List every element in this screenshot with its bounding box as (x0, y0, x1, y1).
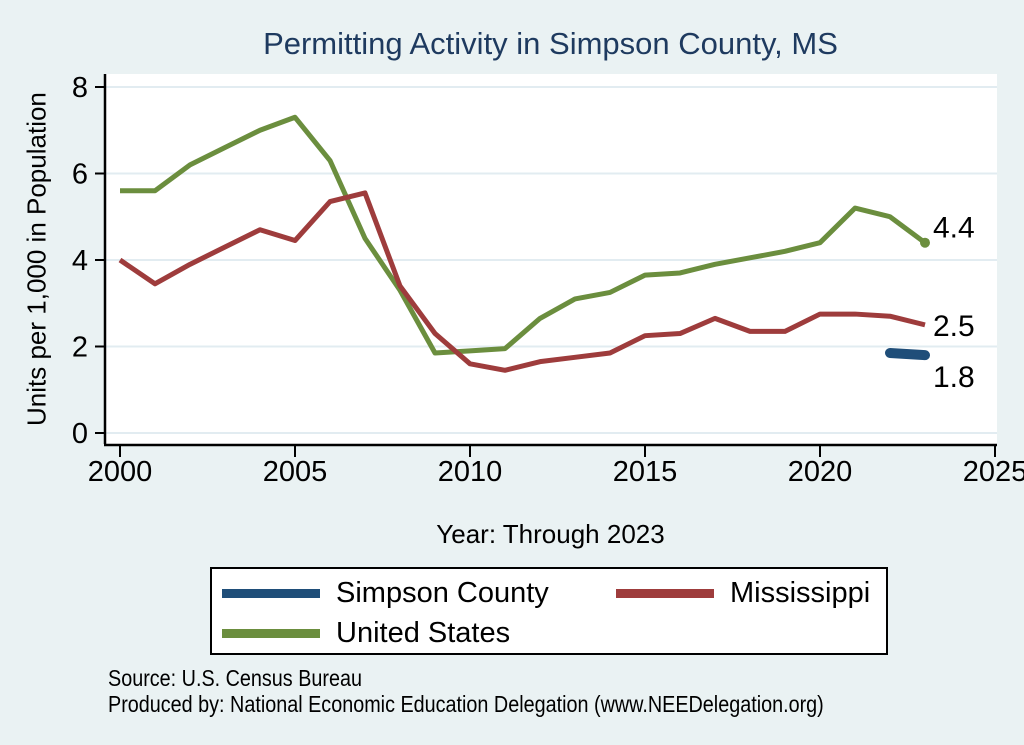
end-label-united-states: 4.4 (933, 212, 975, 245)
y-tick-label-4: 4 (72, 245, 88, 277)
end-label-mississippi: 2.5 (933, 310, 975, 343)
series-end-marker-united-states (920, 237, 930, 248)
series-line-mississippi (118, 190, 926, 373)
legend-swatch-simpson-county (222, 588, 320, 598)
x-tick-label-2025: 2025 (963, 456, 1024, 488)
y-tick-label-2: 2 (72, 332, 88, 364)
footer-produced-by: Produced by: National Economic Education… (108, 691, 824, 717)
y-tick-label-8: 8 (72, 72, 88, 104)
legend-row-1: Simpson County Mississippi (222, 573, 886, 613)
legend-item-mississippi: Mississippi (616, 576, 870, 610)
x-tick-label-2000: 2000 (88, 456, 153, 488)
legend-item-united-states: United States (222, 616, 616, 650)
chart-title: Permitting Activity in Simpson County, M… (263, 26, 838, 61)
y-tick-label-6: 6 (72, 159, 88, 191)
legend-row-2: United States (222, 613, 886, 653)
footer: Source: U.S. Census Bureau Produced by: … (108, 665, 824, 717)
y-tick-label-0: 0 (72, 418, 88, 450)
legend-item-simpson-county: Simpson County (222, 576, 616, 610)
x-axis-label: Year: Through 2023 (436, 519, 665, 549)
legend-swatch-mississippi (616, 588, 714, 598)
legend-label-united-states: United States (336, 617, 511, 649)
chart-plot: 0 2 4 6 8 2000 2005 2010 2015 2020 2025 4.4 2.5 1.8 (72, 72, 1024, 488)
series-line-united-states (120, 114, 927, 356)
x-tick-label-2005: 2005 (263, 456, 328, 488)
x-tick-label-2015: 2015 (613, 456, 678, 488)
end-label-simpson-county: 1.8 (933, 361, 975, 394)
x-tick-label-2020: 2020 (788, 456, 853, 488)
x-tick-label-2010: 2010 (438, 456, 503, 488)
footer-source: Source: U.S. Census Bureau (108, 665, 362, 691)
series-line-simpson-county (885, 347, 930, 361)
legend-label-mississippi: Mississippi (730, 577, 871, 609)
y-axis-title: Units per 1,000 in Population (21, 92, 52, 426)
legend-label-simpson-county: Simpson County (336, 577, 549, 609)
legend: Simpson County Mississippi United States (210, 567, 888, 655)
legend-swatch-united-states (222, 628, 320, 638)
